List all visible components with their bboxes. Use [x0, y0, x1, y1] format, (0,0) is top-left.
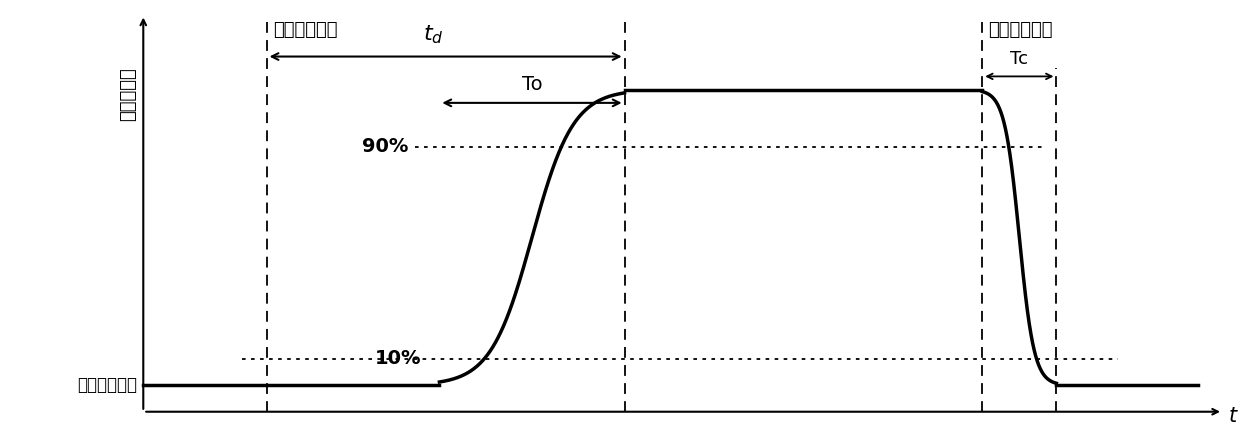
Text: 10%: 10% [374, 349, 420, 368]
Text: 镜片关闭命令: 镜片关闭命令 [988, 21, 1053, 39]
Text: 镜片打开命令: 镜片打开命令 [273, 21, 337, 39]
Text: 90%: 90% [362, 138, 408, 156]
Text: To: To [522, 75, 542, 94]
Text: 镜片透光度: 镜片透光度 [119, 67, 138, 121]
Text: 镜片开关动作: 镜片开关动作 [77, 376, 138, 394]
Text: $t_d$: $t_d$ [423, 23, 444, 46]
Text: Tc: Tc [1011, 50, 1028, 67]
Text: t: t [1229, 406, 1238, 426]
